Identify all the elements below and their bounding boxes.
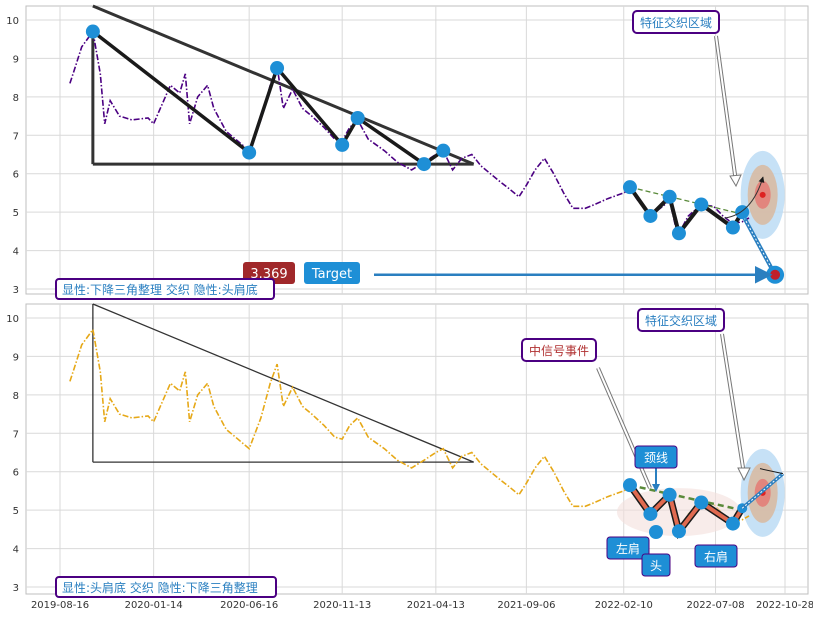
triangle-pivot-point	[242, 145, 257, 160]
panel-top-yticks: 3 4 5 6 7 8 9 10	[6, 16, 19, 296]
x-tick-label: 2020-06-16	[220, 600, 278, 611]
zone-callout-arrow-inner	[715, 35, 737, 183]
zone-label-box-top	[632, 10, 720, 34]
head-label: 头	[650, 559, 662, 573]
projection-line-dots	[741, 213, 776, 276]
left-shoulder-label-box	[606, 536, 650, 560]
head-shoulders-pivot-point	[662, 487, 677, 502]
triangle-pivot-point	[85, 24, 100, 39]
signal-label-box	[521, 338, 597, 362]
neckline	[629, 186, 743, 215]
signal-label: 中信号事件	[529, 343, 589, 358]
panel-top-triangle	[91, 4, 475, 166]
panel-bottom-grid	[26, 304, 808, 594]
head-shoulders-pivot-point	[694, 495, 709, 510]
neckline-label: 颈线	[644, 451, 668, 465]
target-label: Target	[311, 267, 352, 282]
neckline-callout-head	[652, 484, 660, 492]
neckline-label-box	[634, 445, 678, 469]
zone-label-top: 特征交织区域	[640, 15, 712, 30]
y-tick-label: 9	[13, 54, 19, 65]
zone-label-bottom: 特征交织区域	[645, 313, 717, 328]
panel-top-frame	[25, 5, 809, 295]
head-shoulders-pivot-point	[725, 516, 740, 531]
x-tick-label: 2021-04-13	[407, 600, 465, 611]
panel-top-pattern	[85, 24, 785, 284]
y-tick-label: 5	[13, 506, 19, 517]
projection-line-dots	[741, 473, 784, 509]
footer-label-box-bottom	[55, 576, 277, 598]
head-shoulders-pivot-point	[662, 189, 677, 204]
y-tick-label: 4	[13, 545, 19, 556]
target-box	[304, 262, 360, 284]
zone-curve-arrow	[724, 176, 765, 219]
head-shoulders-pivot-point	[622, 180, 637, 195]
head-shoulders-pivot-point	[694, 197, 709, 212]
footer-label-bottom: 显性:头肩底 交织 隐性:下降三角整理	[62, 580, 258, 595]
head-shoulders-pivot-point	[643, 208, 658, 223]
triangle-pivot-point	[335, 137, 350, 152]
zone-label-box-bottom	[637, 308, 725, 332]
head-shoulders-pivot-point	[622, 478, 637, 493]
y-tick-label: 3	[13, 285, 19, 296]
triangle-pivot-point	[270, 61, 285, 76]
zone-callout-arrow-inner	[721, 333, 745, 475]
y-tick-label: 7	[13, 429, 19, 440]
panel-bottom-frame	[25, 303, 809, 595]
head-marker	[649, 525, 663, 539]
y-tick-label: 8	[13, 93, 19, 104]
x-tick-label: 2020-11-13	[313, 600, 371, 611]
target-marker-inner	[770, 269, 781, 280]
panel-top-annotations: 3.369 Target 特征交织区域 显性:下降三角整理 交织 隐性:头肩底	[55, 10, 720, 300]
triangle-pivot-point	[436, 143, 451, 158]
panel-bottom-annotations: 中信号事件 特征交织区域 颈线 左肩 头 右肩 显性:头肩底 交织 隐性:下降三…	[55, 308, 738, 598]
x-tick-label: 2022-02-10	[595, 600, 653, 611]
footer-label-top: 显性:下降三角整理 交织 隐性:头肩底	[62, 282, 258, 297]
head-shoulders-pivot-point	[725, 220, 740, 235]
head-shoulders-pivot-point	[671, 226, 686, 241]
panel-top-zone	[740, 150, 785, 239]
y-tick-label: 8	[13, 391, 19, 402]
y-tick-label: 6	[13, 468, 19, 479]
y-tick-label: 9	[13, 352, 19, 363]
y-tick-label: 7	[13, 131, 19, 142]
triangle-upper-line	[92, 303, 474, 463]
x-tick-label: 2019-08-16	[31, 600, 89, 611]
right-shoulder-label: 右肩	[704, 549, 728, 564]
y-tick-label: 10	[6, 16, 19, 27]
head-label-box	[641, 553, 671, 577]
triangle-pivot-point	[417, 157, 432, 172]
triangle-pivot-point	[350, 110, 365, 125]
left-shoulder-label: 左肩	[616, 541, 640, 556]
panel-bottom-yticks: 3 4 5 6 7 8 9 10	[6, 314, 19, 594]
pattern-envelope	[616, 488, 741, 537]
y-tick-label: 3	[13, 583, 19, 594]
panel-bottom: 3 4 5 6 7 8 9 10 中信号事件 特征交织区域 颈线 左肩 头 右肩 显性:头肩底…	[6, 303, 809, 598]
x-tick-label: 2022-10-28	[756, 600, 813, 611]
y-tick-label: 10	[6, 314, 19, 325]
footer-label-box-top	[55, 278, 275, 300]
zone-center	[759, 191, 766, 198]
head-shoulders-pivot-point	[643, 506, 658, 521]
head-shoulders-pivot-point	[671, 524, 686, 539]
zone-callout-arrow-head	[737, 467, 751, 482]
x-tick-label: 2021-09-06	[497, 600, 555, 611]
zone-callout-arrow-head	[729, 174, 742, 188]
projection-tick	[759, 468, 784, 475]
x-tick-label: 2022-07-08	[686, 600, 744, 611]
panel-top: 3 4 5 6 7 8 9 10 3.369 Target 特征交织区域 显性:下降三角整理 …	[6, 4, 809, 300]
right-shoulder-label-box	[694, 544, 738, 568]
x-axis-ticks: 2019-08-16 2020-01-14 2020-06-16 2020-11-13…	[31, 600, 813, 611]
x-tick-label: 2020-01-14	[125, 600, 183, 611]
triangle-upper-line	[92, 4, 475, 166]
neckline	[629, 483, 743, 512]
y-tick-label: 4	[13, 247, 19, 258]
y-tick-label: 5	[13, 208, 19, 219]
y-tick-label: 6	[13, 170, 19, 181]
